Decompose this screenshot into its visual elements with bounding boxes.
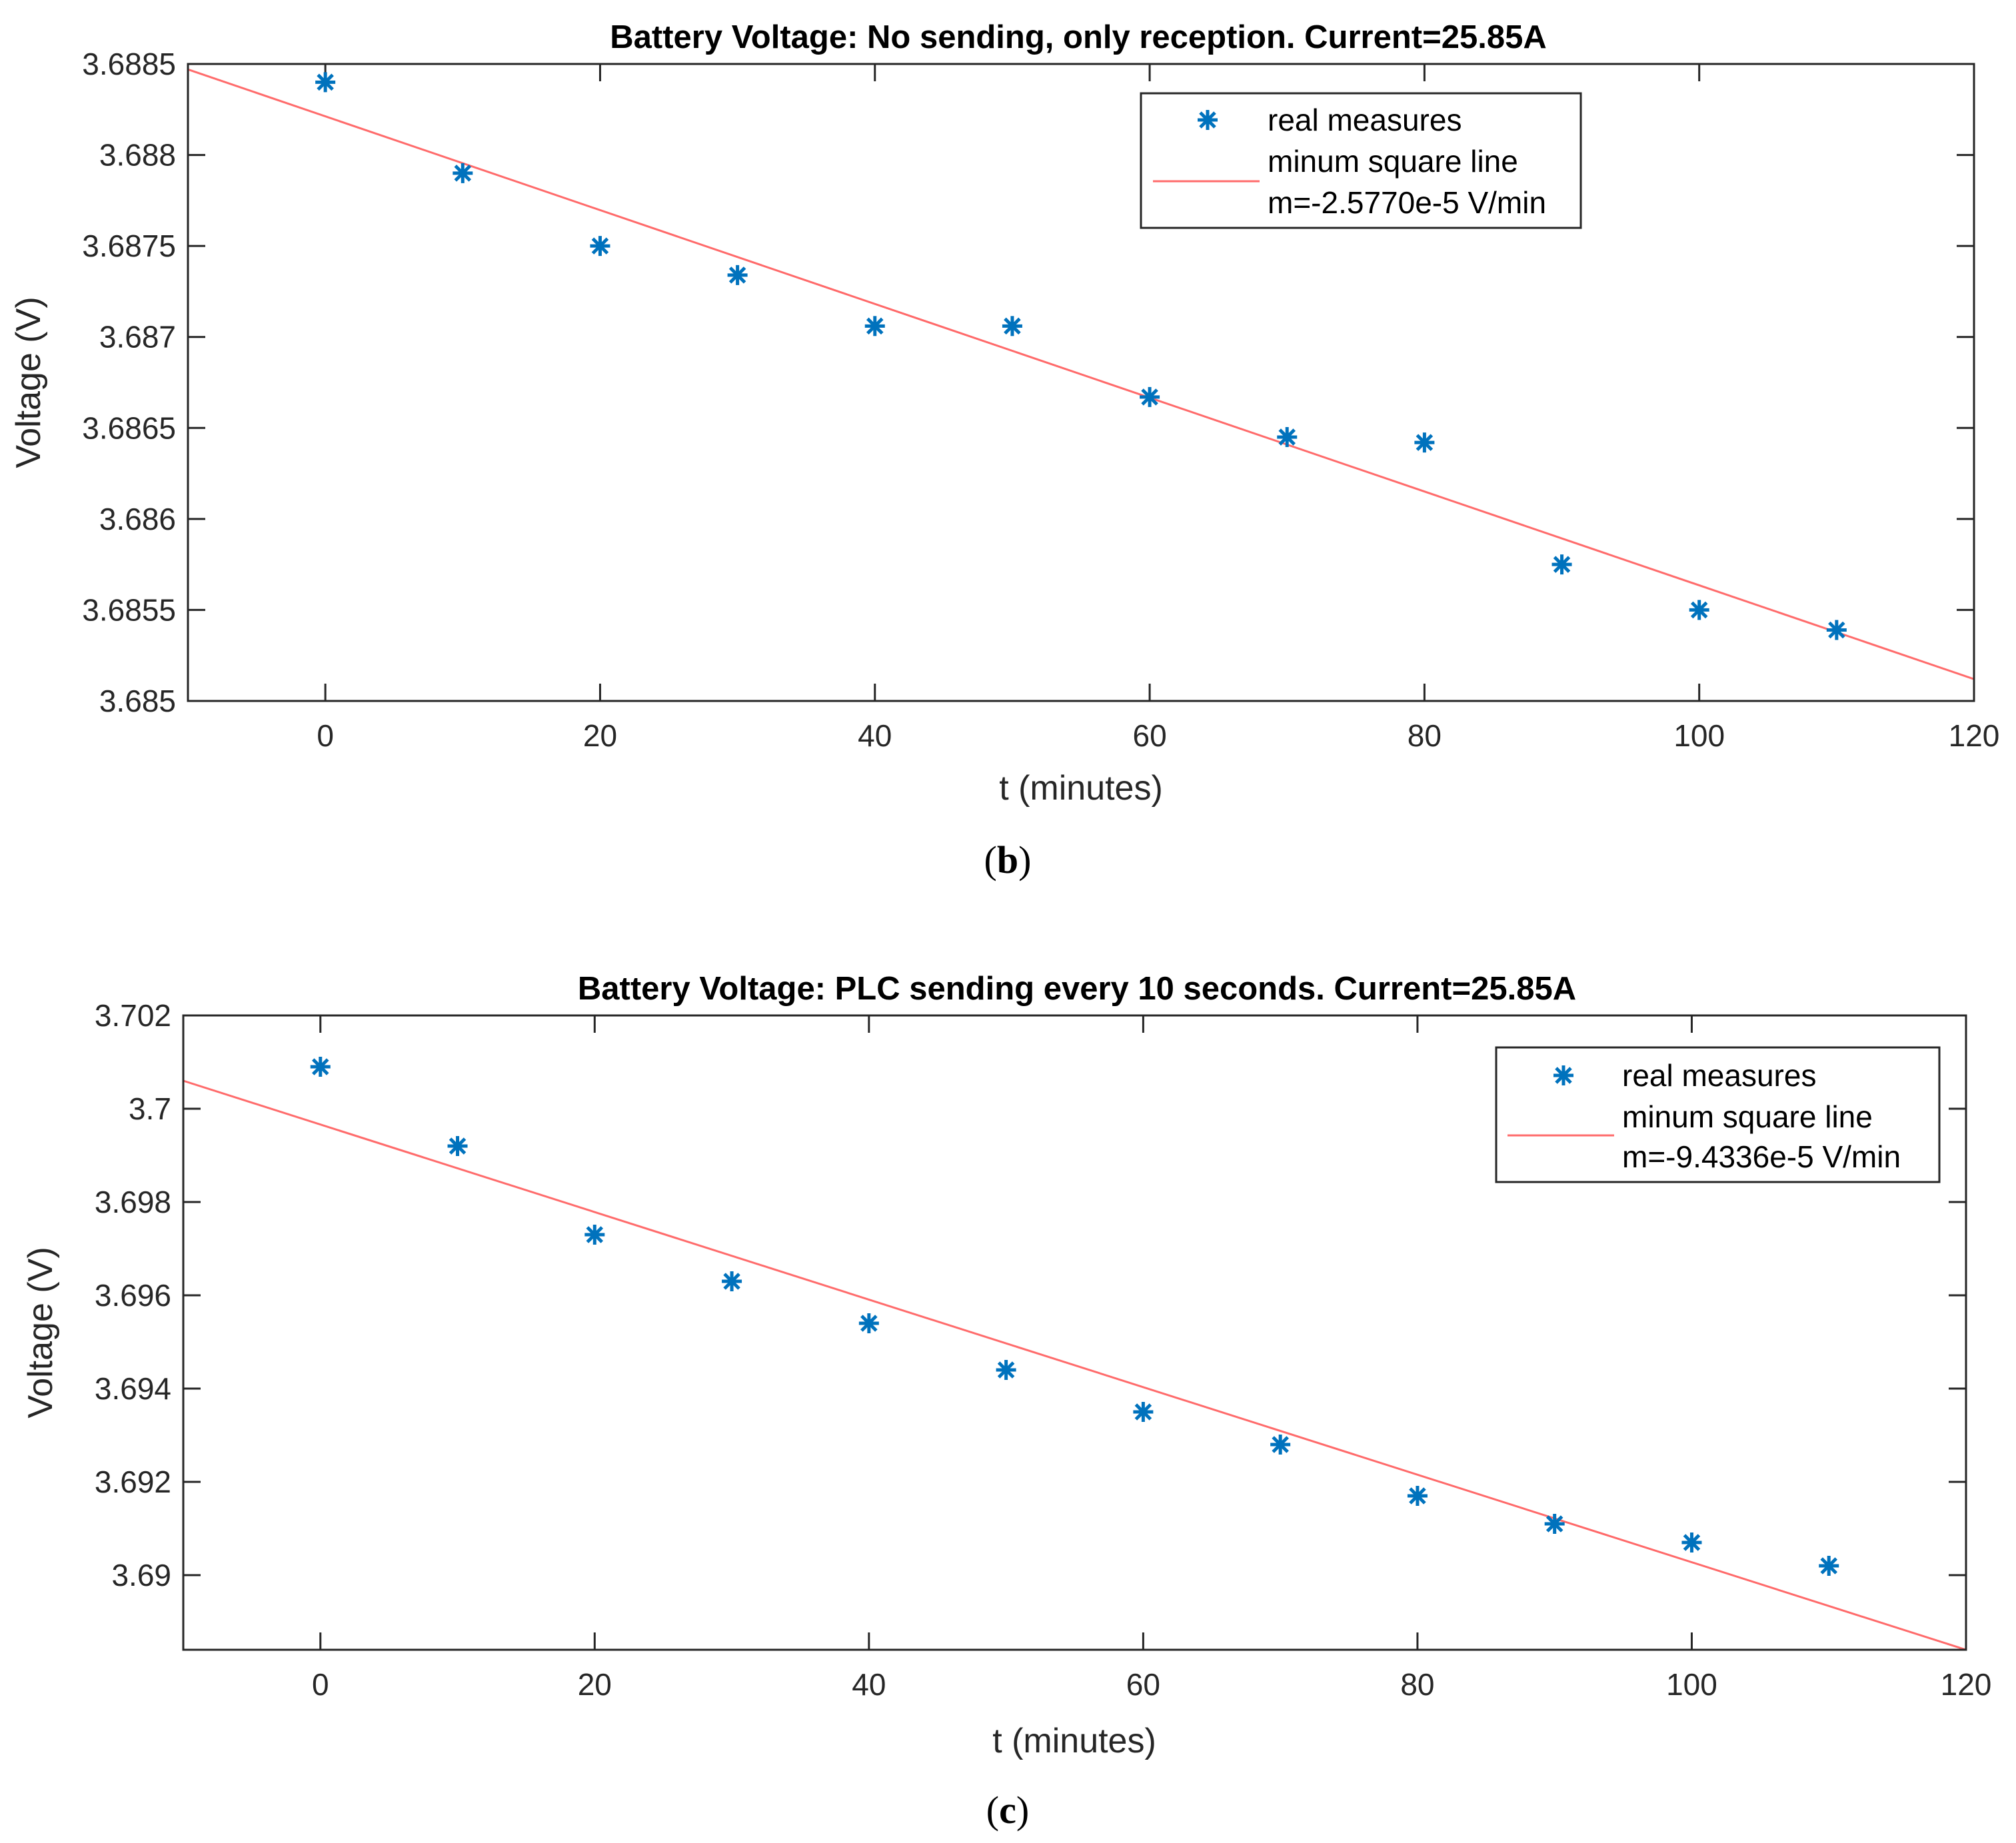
x-tick-label: 40 xyxy=(852,1667,886,1702)
chart-b-legend-label-measures: real measures xyxy=(1268,103,1462,137)
chart-c-x-axis-label: t (minutes) xyxy=(992,1722,1156,1760)
chart-c-data-points xyxy=(310,1057,1839,1576)
chart-b-legend-label-fit: minum square line xyxy=(1268,144,1518,179)
data-point xyxy=(1681,1533,1702,1552)
data-point xyxy=(1407,1486,1428,1506)
data-point xyxy=(453,163,473,183)
data-point xyxy=(1002,316,1022,336)
data-point xyxy=(996,1360,1016,1380)
chart-c-legend-label-measures: real measures xyxy=(1622,1058,1816,1093)
data-point xyxy=(727,265,748,285)
chart-c-x-tick-labels: 0 20 40 60 80 100 120 xyxy=(312,1667,1991,1702)
chart-c-y-axis-label: Voltage (V) xyxy=(21,1247,60,1418)
chart-b-panel-label: (b) xyxy=(984,838,1032,882)
y-tick-label: 3.696 xyxy=(95,1278,171,1313)
chart-c-fit-line xyxy=(183,1079,1967,1651)
y-tick-label: 3.7 xyxy=(129,1091,171,1126)
chart-b-legend-marker-icon xyxy=(1198,110,1218,130)
y-tick-label: 3.694 xyxy=(95,1371,171,1406)
chart-b-y-tick-labels: 3.6885 3.688 3.6875 3.687 3.6865 3.686 3.6855 3… xyxy=(82,47,176,718)
chart-c-legend: real measures minum square line m=-9.433… xyxy=(1495,1046,1941,1183)
data-point xyxy=(315,72,336,93)
chart-c-legend-label-fit: minum square line xyxy=(1622,1099,1873,1134)
x-tick-label: 0 xyxy=(317,718,334,753)
chart-b-x-tick-labels: 0 20 40 60 80 100 120 xyxy=(317,718,1999,753)
data-point xyxy=(1140,386,1160,407)
chart-b-x-axis-label: t (minutes) xyxy=(999,769,1163,808)
x-tick-label: 20 xyxy=(578,1667,612,1702)
chart-c-panel-label: (c) xyxy=(986,1788,1029,1832)
data-point xyxy=(864,316,885,336)
data-point xyxy=(590,236,610,257)
chart-b-title: Battery Voltage: No sending, only recept… xyxy=(610,19,1546,55)
chart-b: Battery Voltage: No sending, only recept… xyxy=(9,19,1999,882)
chart-b-legend: real measures minum square line m=-2.577… xyxy=(1140,92,1582,229)
data-point xyxy=(1551,554,1572,575)
chart-c: Battery Voltage: PLC sending every 10 se… xyxy=(21,971,1991,1832)
x-tick-label: 80 xyxy=(1400,1667,1434,1702)
data-point xyxy=(1270,1435,1291,1455)
data-point xyxy=(310,1057,331,1077)
data-point xyxy=(447,1136,468,1156)
x-tick-label: 120 xyxy=(1949,718,2000,753)
data-point xyxy=(1826,620,1847,640)
chart-b-legend-box xyxy=(1140,92,1582,229)
data-point xyxy=(1277,426,1298,447)
x-tick-label: 100 xyxy=(1673,718,1725,753)
chart-c-legend-label-slope: m=-9.4336e-5 V/min xyxy=(1622,1139,1901,1174)
x-tick-label: 20 xyxy=(583,718,617,753)
y-tick-label: 3.686 xyxy=(99,502,176,536)
y-tick-label: 3.6875 xyxy=(82,229,176,263)
chart-c-title: Battery Voltage: PLC sending every 10 se… xyxy=(578,971,1576,1007)
x-tick-label: 60 xyxy=(1132,718,1166,753)
data-point xyxy=(858,1313,879,1333)
x-tick-label: 120 xyxy=(1941,1667,1992,1702)
data-point xyxy=(1819,1556,1839,1576)
data-point xyxy=(1414,432,1435,453)
chart-c-y-tick-labels: 3.702 3.7 3.698 3.696 3.694 3.692 3.69 xyxy=(95,998,171,1592)
chart-b-fit-line xyxy=(187,68,1975,680)
x-tick-label: 100 xyxy=(1666,1667,1717,1702)
y-tick-label: 3.692 xyxy=(95,1465,171,1499)
data-point xyxy=(1544,1514,1565,1534)
data-point xyxy=(1689,600,1709,620)
y-tick-label: 3.702 xyxy=(95,998,171,1033)
y-tick-label: 3.6855 xyxy=(82,592,176,627)
y-tick-label: 3.6885 xyxy=(82,47,176,81)
y-tick-label: 3.687 xyxy=(99,320,176,354)
y-tick-label: 3.69 xyxy=(111,1558,171,1592)
data-point xyxy=(584,1225,605,1245)
data-point xyxy=(722,1271,742,1291)
x-tick-label: 80 xyxy=(1408,718,1442,753)
chart-b-data-points xyxy=(315,72,1847,640)
x-tick-label: 60 xyxy=(1126,1667,1160,1702)
chart-c-tick-marks xyxy=(183,1014,1967,1650)
x-tick-label: 0 xyxy=(312,1667,329,1702)
chart-c-plot-area xyxy=(182,1014,1967,1651)
chart-b-legend-label-slope: m=-2.5770e-5 V/min xyxy=(1268,185,1546,220)
y-tick-label: 3.688 xyxy=(99,138,176,173)
chart-b-y-axis-label: Voltage (V) xyxy=(9,297,48,468)
x-tick-label: 40 xyxy=(858,718,892,753)
chart-c-legend-marker-icon xyxy=(1553,1065,1573,1085)
y-tick-label: 3.698 xyxy=(95,1185,171,1219)
y-tick-label: 3.6865 xyxy=(82,410,176,445)
y-tick-label: 3.685 xyxy=(99,684,176,718)
chart-b-plot-area xyxy=(187,63,1975,702)
data-point xyxy=(1133,1402,1154,1422)
